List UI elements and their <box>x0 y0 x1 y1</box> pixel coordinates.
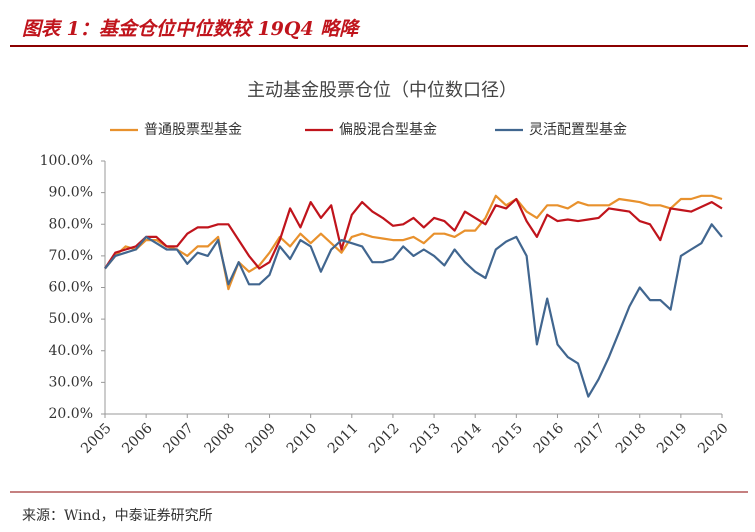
x-tick-label: 2017 <box>572 420 609 457</box>
legend-label: 普通股票型基金 <box>144 121 242 138</box>
x-tick-label: 2012 <box>366 420 403 457</box>
y-tick-label: 50.0% <box>49 311 93 327</box>
y-tick-label: 40.0% <box>49 343 93 359</box>
chart-title: 主动基金股票仓位（中位数口径） <box>247 80 517 101</box>
x-tick-label: 2008 <box>202 420 239 457</box>
y-tick-label: 80.0% <box>49 216 93 232</box>
x-tick-label: 2011 <box>325 420 362 457</box>
y-tick-label: 70.0% <box>49 248 93 264</box>
legend-label: 灵活配置型基金 <box>529 121 627 138</box>
series-line <box>104 197 723 270</box>
series-line <box>104 194 723 291</box>
source: 来源：Wind，中泰证券研究所 <box>22 508 213 524</box>
x-tick-label: 2010 <box>284 420 321 457</box>
x-tick-label: 2019 <box>654 420 691 457</box>
y-tick-label: 60.0% <box>49 280 93 296</box>
x-tick-label: 2016 <box>531 420 568 457</box>
y-tick-label: 90.0% <box>49 185 93 201</box>
legend-label: 偏股混合型基金 <box>339 121 437 138</box>
header-title: 图表 1：基金仓位中位数较 19Q4 略降 <box>22 18 361 40</box>
x-tick-label: 2020 <box>695 420 732 457</box>
y-tick-label: 100.0% <box>40 153 93 169</box>
y-tick-label: 20.0% <box>49 406 93 422</box>
x-tick-label: 2013 <box>407 420 444 457</box>
series-line <box>104 223 723 398</box>
y-tick-label: 30.0% <box>49 374 93 390</box>
x-tick-label: 2005 <box>78 420 115 457</box>
x-tick-label: 2007 <box>160 420 197 457</box>
x-tick-label: 2015 <box>489 420 526 457</box>
x-tick-label: 2014 <box>448 420 485 457</box>
x-tick-label: 2018 <box>613 420 650 457</box>
x-tick-label: 2009 <box>243 420 280 457</box>
x-tick-label: 2006 <box>119 420 156 457</box>
